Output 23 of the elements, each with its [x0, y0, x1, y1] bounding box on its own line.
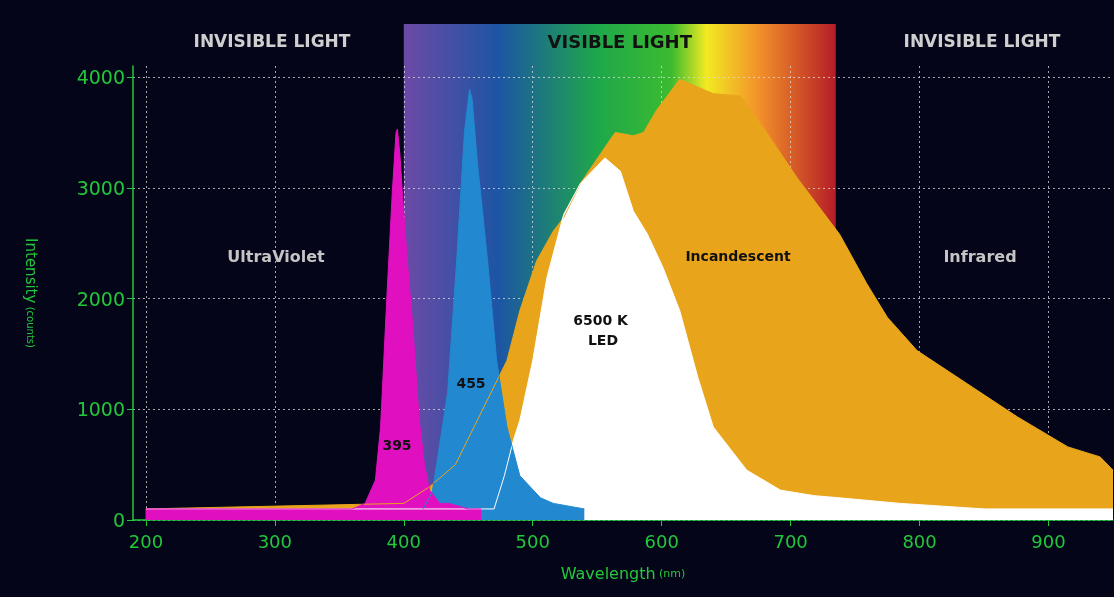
y-tick-label: 4000 — [76, 66, 125, 89]
x-tick-label: 200 — [128, 530, 164, 552]
series-label: 455 — [456, 375, 486, 391]
x-tick-label: 300 — [257, 530, 293, 552]
x-tick-label: 500 — [515, 530, 550, 552]
annotation: Infrared — [943, 246, 1017, 266]
series-label: 395 — [382, 437, 412, 453]
text: INVISIBLE LIGHT — [903, 31, 1061, 51]
x-tick-label: 800 — [902, 530, 937, 552]
x-tick-label: 900 — [1031, 530, 1066, 552]
series-label: 6500 K LED — [573, 312, 633, 348]
y-tick-label: 1000 — [76, 398, 125, 421]
x-tick-label: 700 — [773, 530, 808, 552]
x-tick-label: 600 — [644, 530, 679, 552]
x-tick-label: 400 — [386, 530, 421, 552]
y-axis-title: Intensity (counts) — [21, 238, 40, 349]
y-tick-label: 3000 — [76, 176, 125, 199]
y-tick-label: 2000 — [76, 287, 125, 310]
y-tick-label: 0 — [112, 509, 125, 531]
annotation: UltraViolet — [227, 246, 326, 266]
text: INVISIBLE LIGHT — [193, 31, 351, 51]
x-axis-title: Wavelength (nm) — [560, 563, 686, 583]
series-label: Incandescent — [685, 248, 791, 264]
